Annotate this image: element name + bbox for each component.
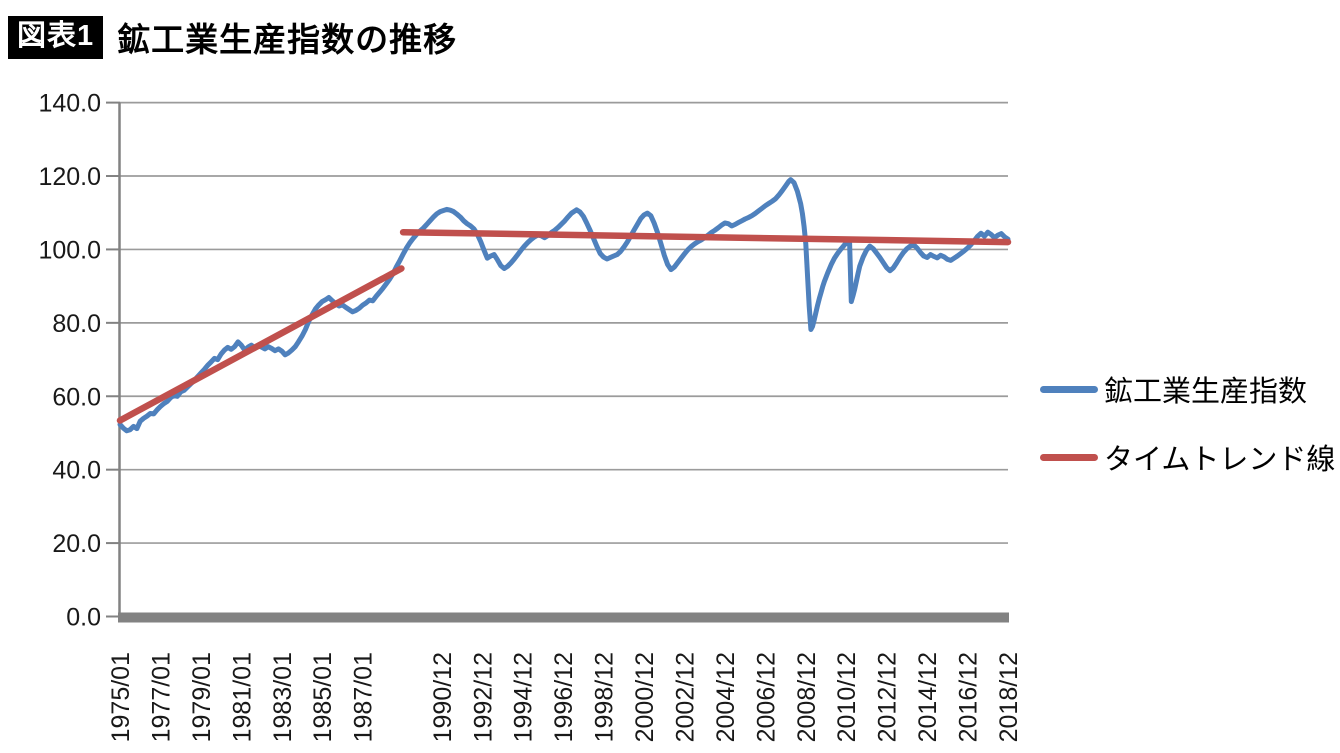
x-axis-label: 1987/01	[350, 652, 378, 742]
x-axis-label: 1994/12	[510, 652, 538, 742]
legend-label-production: 鉱工業生産指数	[1104, 376, 1308, 408]
y-axis-label: 20.0	[52, 530, 101, 558]
y-axis-label: 120.0	[38, 163, 101, 191]
x-axis-label: 1996/12	[550, 652, 578, 742]
y-axis-label: 100.0	[38, 236, 101, 264]
x-axis-label: 2008/12	[793, 652, 821, 742]
y-axis-label: 60.0	[52, 383, 101, 411]
y-axis-label: 0.0	[66, 604, 101, 632]
x-axis-label: 1985/01	[309, 652, 337, 742]
legend-item-production: 鉱工業生産指数	[1040, 368, 1335, 410]
x-axis-label: 1990/12	[429, 652, 457, 742]
legend-item-trend: タイムトレンド線	[1040, 436, 1335, 478]
x-axis-label: 2004/12	[712, 652, 740, 742]
legend-label-trend: タイムトレンド線	[1104, 444, 1336, 476]
x-axis-label: 2006/12	[752, 652, 780, 742]
legend-line-trend-icon	[1040, 453, 1098, 461]
x-axis-bar	[118, 612, 1009, 623]
x-axis-label: 2018/12	[995, 652, 1023, 742]
x-axis-label: 2012/12	[874, 652, 902, 742]
figure-header: 図表1 鉱工業生産指数の推移	[8, 13, 457, 61]
page-title: 鉱工業生産指数の推移	[117, 21, 458, 58]
x-axis-label: 2002/12	[671, 652, 699, 742]
legend: 鉱工業生産指数 タイムトレンド線	[1040, 368, 1335, 478]
y-axis-label: 80.0	[52, 310, 101, 338]
legend-line-production-icon	[1040, 385, 1098, 393]
x-axis-label: 1981/01	[228, 652, 256, 742]
x-axis-label: 2016/12	[955, 652, 983, 742]
x-axis-label: 1977/01	[147, 652, 175, 742]
x-axis-label: 1979/01	[188, 652, 216, 742]
x-axis-label: 1983/01	[269, 652, 297, 742]
figure-number-badge: 図表1	[8, 15, 104, 59]
x-axis-label: 1975/01	[107, 652, 135, 742]
x-axis-label: 1998/12	[591, 652, 619, 742]
x-axis-label: 2010/12	[833, 652, 861, 742]
y-axis-label: 140.0	[38, 90, 101, 118]
x-axis-label: 1992/12	[469, 652, 497, 742]
y-axis-label: 40.0	[52, 457, 101, 485]
x-axis-label: 2014/12	[914, 652, 942, 742]
series-line-trend	[116, 265, 405, 424]
x-axis-label: 2000/12	[631, 652, 659, 742]
series-line-trend	[399, 228, 1012, 246]
series-line-production	[117, 177, 1011, 434]
